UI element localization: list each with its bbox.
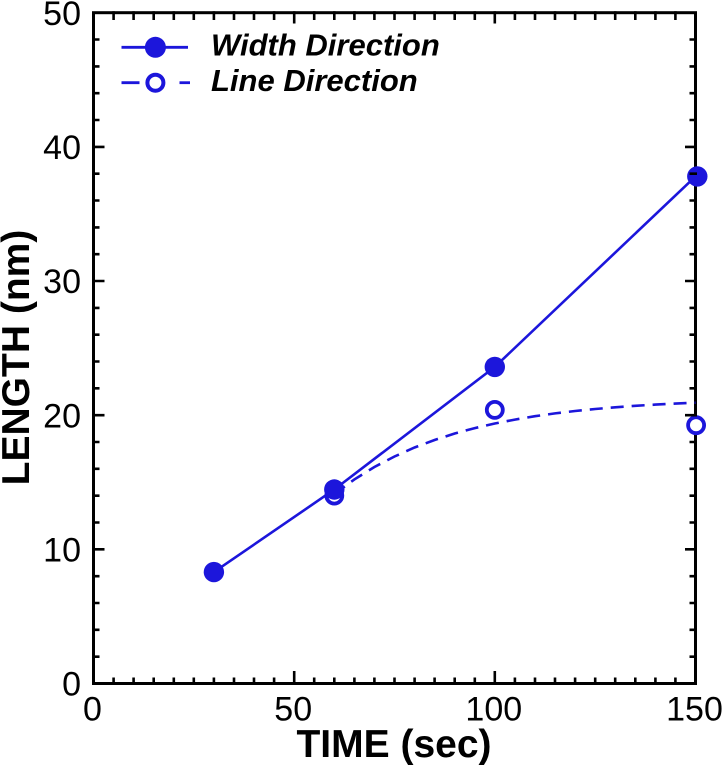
svg-text:Line Direction: Line Direction [211,63,418,98]
svg-text:0: 0 [62,666,81,704]
svg-text:TIME (sec): TIME (sec) [296,723,491,766]
svg-text:50: 50 [43,0,81,33]
svg-text:0: 0 [83,691,102,729]
svg-text:40: 40 [43,129,81,167]
svg-text:10: 10 [43,532,81,570]
svg-text:LENGTH (nm): LENGTH (nm) [0,230,38,486]
svg-text:20: 20 [43,397,81,435]
svg-text:30: 30 [43,263,81,301]
svg-text:100: 100 [465,691,522,729]
svg-text:50: 50 [274,691,312,729]
svg-text:Width Direction: Width Direction [211,28,440,63]
svg-text:150: 150 [666,691,723,729]
